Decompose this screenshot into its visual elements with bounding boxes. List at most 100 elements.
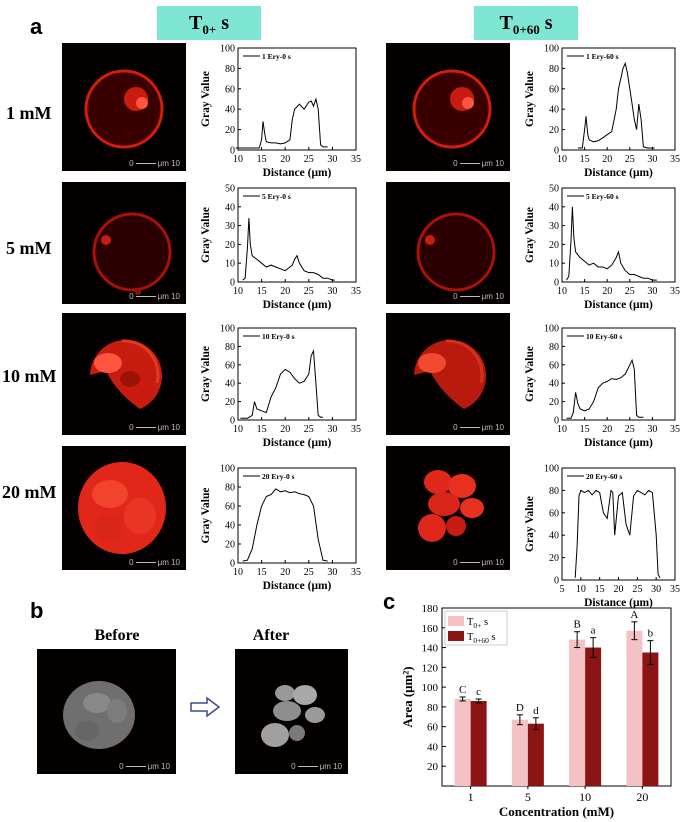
y-tick-label: 0: [554, 146, 559, 157]
y-tick-label: 80: [549, 486, 559, 497]
plot-frame: [237, 187, 357, 283]
x-tick-label: 15: [595, 584, 605, 595]
significance-letter: C: [459, 684, 466, 696]
scale-bar: 0 μm 10: [453, 292, 504, 301]
scale-bar: 0 μm 10: [453, 159, 504, 168]
bar: [470, 700, 487, 786]
bar: [626, 630, 643, 786]
legend-entry: 1 Ery-0 s: [262, 52, 291, 61]
legend-swatch: [448, 631, 464, 641]
y-tick-label: 60: [549, 84, 559, 95]
y-tick-label: 180: [422, 603, 439, 615]
x-tick-label: 15: [580, 424, 590, 435]
y-tick-label: 120: [422, 662, 439, 674]
y-axis-label: Gray Value: [200, 488, 212, 544]
y-axis-label: Gray Value: [200, 71, 212, 127]
x-tick-label: 30: [327, 286, 337, 297]
series-line: [577, 61, 655, 149]
y-tick-label: 100: [220, 324, 235, 335]
row-label-1mm: 1 mM: [6, 103, 52, 123]
x-tick-label: 35: [670, 286, 680, 297]
y-tick-label: 40: [549, 531, 559, 542]
row-label-20mm: 20 mM: [2, 482, 57, 502]
grayscale-cell-before: 0 μm 10: [37, 649, 176, 774]
scale-bar: 0 μm 10: [453, 423, 504, 432]
profile-plot-10mm-t60: 0 20 40 60 80 100 10 15 20 25 30 35 Distance (μm) Gra…: [524, 324, 680, 450]
y-tick-label: 40: [225, 105, 235, 116]
header-t0-unit: s: [221, 12, 230, 34]
x-tick-label: 20: [280, 567, 290, 578]
legend-entry: T0+ s: [467, 617, 488, 630]
y-tick-label: 100: [422, 682, 439, 694]
x-tick-label: 10: [557, 424, 567, 435]
header-t60-unit: s: [544, 12, 553, 34]
plot-frame: [237, 327, 357, 421]
micrograph-5mm-t60: 0 μm 10: [386, 182, 510, 304]
y-tick-label: 40: [427, 741, 439, 753]
y-axis-label: Gray Value: [524, 207, 536, 263]
y-tick-label: 0: [230, 146, 235, 157]
x-tick-label: 15: [257, 286, 267, 297]
y-tick-label: 30: [549, 221, 559, 232]
y-tick-label: 60: [549, 508, 559, 519]
x-tick-label: 30: [647, 424, 657, 435]
series-line: [240, 349, 323, 419]
header-t60-sub: 0+60: [512, 22, 540, 37]
y-tick-label: 80: [225, 64, 235, 75]
scale-bar: 0 μm 10: [119, 762, 170, 771]
legend-entry: 20 Ery-60 s: [586, 472, 622, 481]
y-tick-label: 80: [549, 64, 559, 75]
scale-bar: 0 μm 10: [129, 292, 180, 301]
x-tick-label: 20: [602, 424, 612, 435]
bar: [642, 652, 659, 786]
significance-letter: d: [533, 705, 539, 717]
profile-plot-1mm-t60: 0 20 40 60 80 100 10 15 20 25 30 35 Distance (μm) Gra…: [524, 44, 680, 180]
profile-plot-10mm-t0: 0 20 40 60 80 100 10 15 20 25 30 35 Distance (μm) Gra…: [200, 324, 361, 450]
x-axis-label: Distance (μm): [263, 437, 332, 449]
series-line: [235, 97, 328, 149]
x-axis-label: Distance (μm): [584, 597, 653, 609]
x-tick-label: 35: [670, 584, 680, 595]
x-tick-label: 25: [625, 286, 635, 297]
panel-label-c: c: [383, 589, 396, 614]
header-t60: T0+60 s: [474, 6, 578, 40]
micrograph-1mm-t60: 0 μm 10: [386, 43, 510, 171]
y-tick-label: 0: [554, 278, 559, 289]
micrograph-1mm-t0: 0 μm 10: [62, 43, 186, 171]
panel-label-a: a: [30, 14, 43, 39]
y-tick-label: 140: [422, 643, 439, 655]
header-t0-sub: 0+: [202, 22, 217, 37]
y-axis-label: Gray Value: [200, 207, 212, 263]
y-tick-label: 40: [549, 105, 559, 116]
x-tick-label: 30: [647, 154, 657, 165]
scale-bar: 0 μm 10: [129, 558, 180, 567]
plot-frame: [561, 187, 676, 283]
x-tick-label: 30: [647, 286, 657, 297]
y-tick-label: 80: [549, 342, 559, 353]
x-tick-label: 25: [304, 154, 314, 165]
legend-entry: 20 Ery-0 s: [262, 472, 295, 481]
y-tick-label: 0: [230, 559, 235, 570]
y-tick-label: 20: [549, 125, 559, 136]
y-axis-label: Gray Value: [200, 346, 212, 402]
x-tick-label: 10: [233, 286, 243, 297]
x-tick-label: 15: [580, 154, 590, 165]
x-tick-label: 25: [304, 567, 314, 578]
x-tick-label: 20: [602, 286, 612, 297]
x-tick-label: 30: [327, 567, 337, 578]
x-tick-label: 10: [579, 790, 591, 804]
micrograph-10mm-t0: 0 μm 10: [62, 313, 186, 435]
legend-entry: 10 Ery-60 s: [586, 332, 622, 341]
row-label-10mm: 10 mM: [2, 366, 57, 386]
x-tick-label: 25: [304, 286, 314, 297]
x-tick-label: 20: [602, 154, 612, 165]
x-tick-label: 25: [625, 154, 635, 165]
x-tick-label: 35: [351, 567, 361, 578]
plot-frame: [237, 47, 357, 151]
series-line: [574, 489, 661, 579]
y-tick-label: 60: [225, 502, 235, 513]
x-tick-label: 15: [580, 286, 590, 297]
y-tick-label: 60: [549, 360, 559, 371]
y-tick-label: 100: [544, 324, 559, 335]
